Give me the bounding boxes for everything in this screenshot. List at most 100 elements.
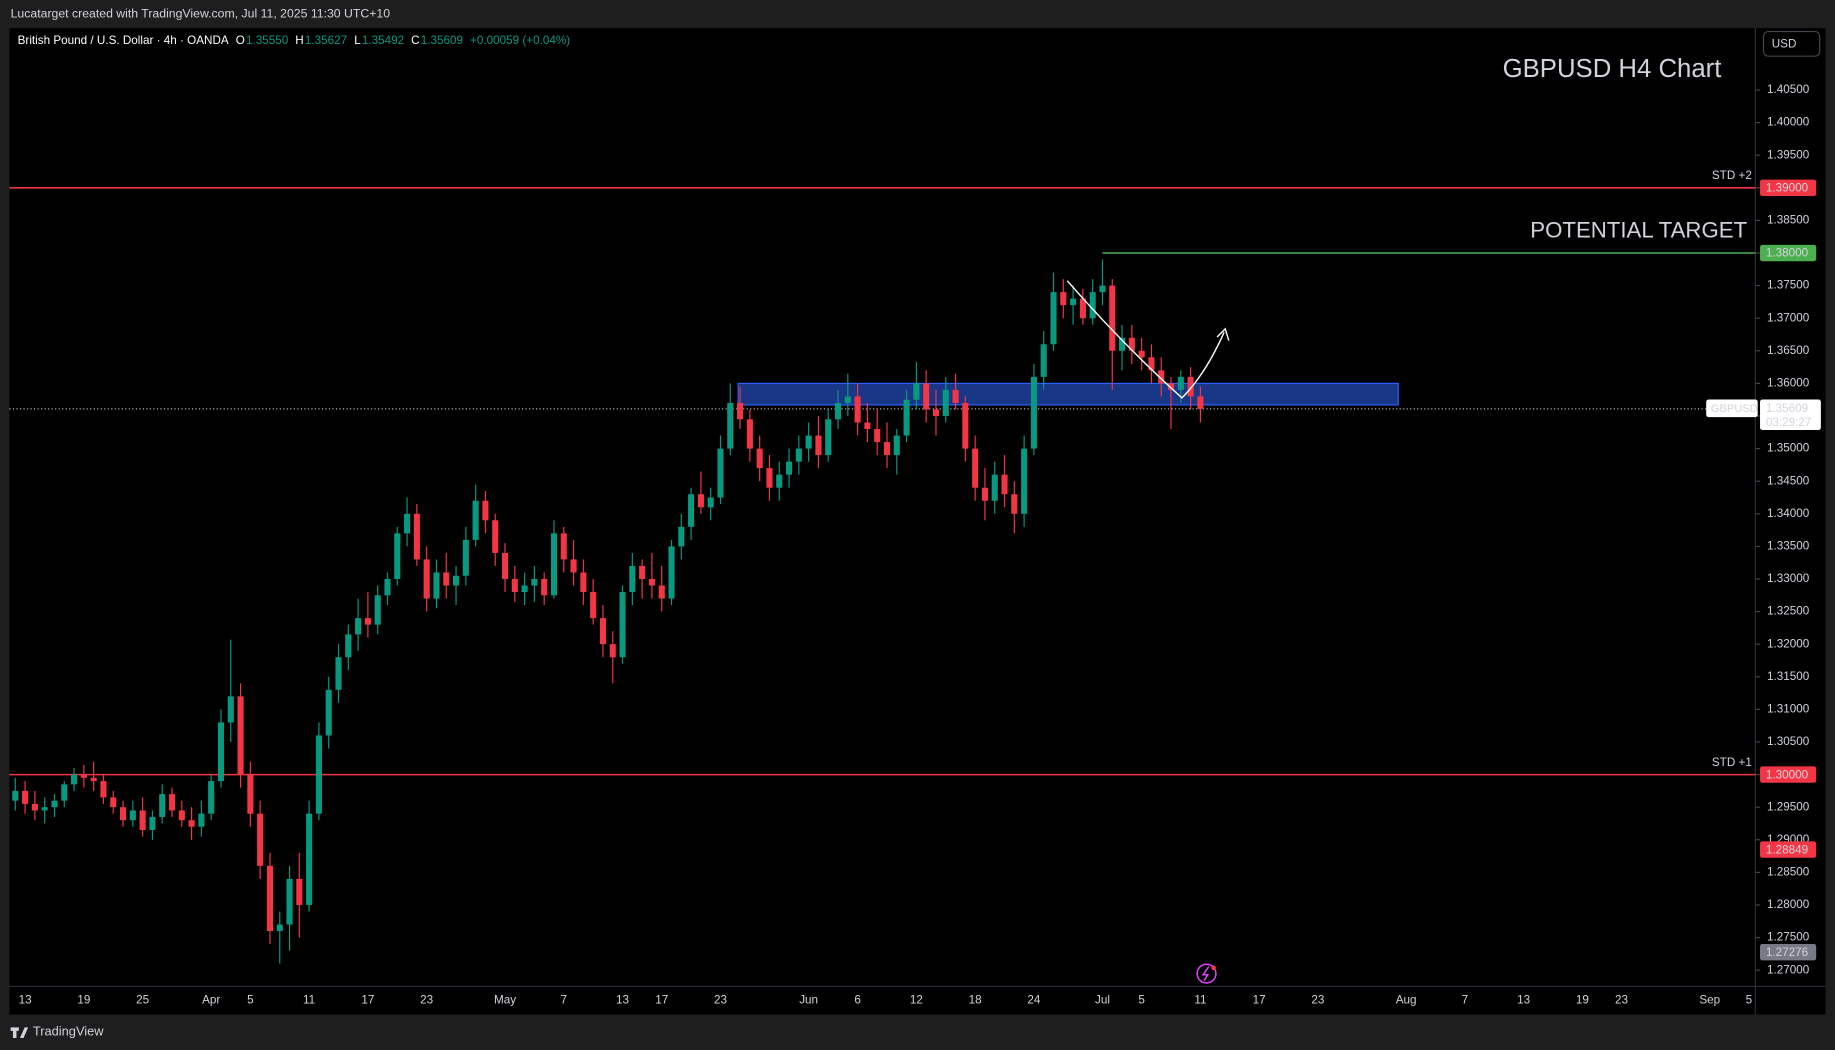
legend-change: +0.00059 (+0.04%) (470, 34, 570, 47)
y-tick-label: 1.31500 (1767, 670, 1810, 683)
legend-title: British Pound / U.S. Dollar · 4h · OANDA (18, 34, 229, 47)
candle-body (119, 807, 127, 821)
candle-body (697, 494, 704, 508)
candle-body (991, 474, 998, 501)
x-tick-label: 17 (655, 994, 668, 1007)
level-label: STD +1 (1712, 756, 1752, 769)
x-tick-label: Aug (1396, 994, 1417, 1007)
price-tag-label: 1.27276 (1766, 946, 1808, 959)
logo-mark (10, 1027, 29, 1038)
candle-body (815, 435, 822, 456)
x-tick-label: 6 (854, 994, 861, 1007)
price-tag (1760, 943, 1817, 961)
y-tick-label: 1.35000 (1767, 442, 1810, 455)
drawn-arrow (1066, 280, 1230, 399)
candle-body (1030, 376, 1037, 449)
candle-body (443, 572, 450, 586)
candle-body (776, 474, 783, 488)
x-tick-label: 19 (1576, 994, 1589, 1007)
candle-body (1128, 337, 1135, 351)
candle-body (12, 790, 19, 801)
y-tick-label: 1.28000 (1767, 898, 1810, 911)
candle-body (1070, 298, 1077, 306)
candle-body (1011, 494, 1018, 514)
arrow-path (1066, 280, 1225, 399)
candle-body (1109, 285, 1116, 351)
candle-body (678, 526, 685, 547)
candle-body (727, 402, 734, 449)
candle-body (41, 807, 48, 811)
chart-title: GBPUSD H4 Chart (1503, 55, 1722, 83)
footer-text: TradingView (33, 1024, 104, 1039)
legend: British Pound / U.S. Dollar · 4h · OANDA… (18, 34, 571, 47)
candle-body (110, 797, 117, 808)
x-tick-label: Sep (1699, 994, 1720, 1007)
footer-logo: TradingView (10, 1024, 104, 1039)
button-box (1762, 31, 1821, 57)
usd-button[interactable]: USD (1762, 31, 1821, 57)
x-tick-label: Apr (202, 994, 220, 1007)
candle-body (844, 396, 851, 403)
y-tick-label: 1.34000 (1767, 507, 1810, 520)
x-tick-label: 5 (247, 994, 254, 1007)
x-tick-label: 23 (1311, 994, 1324, 1007)
candle-body (786, 461, 793, 475)
candle-body (61, 784, 68, 801)
y-tick-label: 1.38500 (1767, 214, 1810, 227)
candle-body (149, 816, 156, 830)
candle-body (639, 565, 646, 579)
x-tick-label: 5 (1746, 994, 1753, 1007)
y-tick-label: 1.34500 (1767, 474, 1810, 487)
candle-body (1167, 383, 1175, 390)
countdown: 03:29:27 (1766, 416, 1812, 429)
candle-body (168, 794, 176, 811)
candle-body (854, 396, 861, 423)
icon-dot (1211, 965, 1216, 971)
candle-body (1060, 292, 1067, 306)
price-tag-label: 1.28849 (1766, 843, 1808, 856)
candle-body (521, 585, 528, 593)
symbol-tag (1706, 399, 1758, 418)
candle-body (756, 448, 763, 469)
candle-body (550, 533, 558, 596)
candle-body (688, 494, 695, 527)
price-tag-label: 1.38000 (1766, 247, 1809, 260)
icon-circle (1196, 963, 1217, 984)
candle-body (413, 513, 420, 560)
x-tick-label: 11 (1194, 994, 1206, 1007)
button-label[interactable]: USD (1772, 38, 1797, 51)
x-tick-label: 17 (361, 994, 374, 1007)
candle-body (972, 448, 979, 488)
candle-body (795, 448, 802, 462)
candle-body (932, 409, 940, 416)
candle-body (883, 442, 891, 456)
candle-body (737, 402, 744, 420)
arrow-head (1216, 327, 1230, 341)
legend-value: 1.35627 (305, 34, 347, 47)
candle-body (511, 578, 518, 593)
candle-body (1040, 344, 1047, 377)
y-tick-label: 1.40000 (1767, 116, 1810, 129)
candle-body (1138, 350, 1145, 358)
candle-body (227, 696, 234, 723)
candle-body (286, 878, 293, 925)
candle-body (913, 383, 920, 400)
candle-body (531, 578, 538, 586)
candle-body (834, 402, 842, 420)
candle-body (609, 644, 616, 658)
price-tag (1760, 766, 1817, 783)
header: Lucatarget created with TradingView.com,… (11, 6, 391, 20)
price-tag (1760, 179, 1817, 197)
candle-body (1079, 298, 1086, 319)
x-tick-label: 13 (616, 994, 629, 1007)
candle-body (482, 500, 489, 521)
candle-body (942, 389, 949, 416)
candle-body (296, 878, 303, 905)
candle-body (374, 595, 381, 625)
level-label: STD +2 (1712, 169, 1752, 182)
candle-body (805, 435, 812, 449)
candle-body (198, 813, 205, 827)
x-tick-label: 23 (714, 994, 727, 1007)
x-tick-label: 12 (910, 994, 923, 1007)
candle-body (570, 559, 577, 573)
